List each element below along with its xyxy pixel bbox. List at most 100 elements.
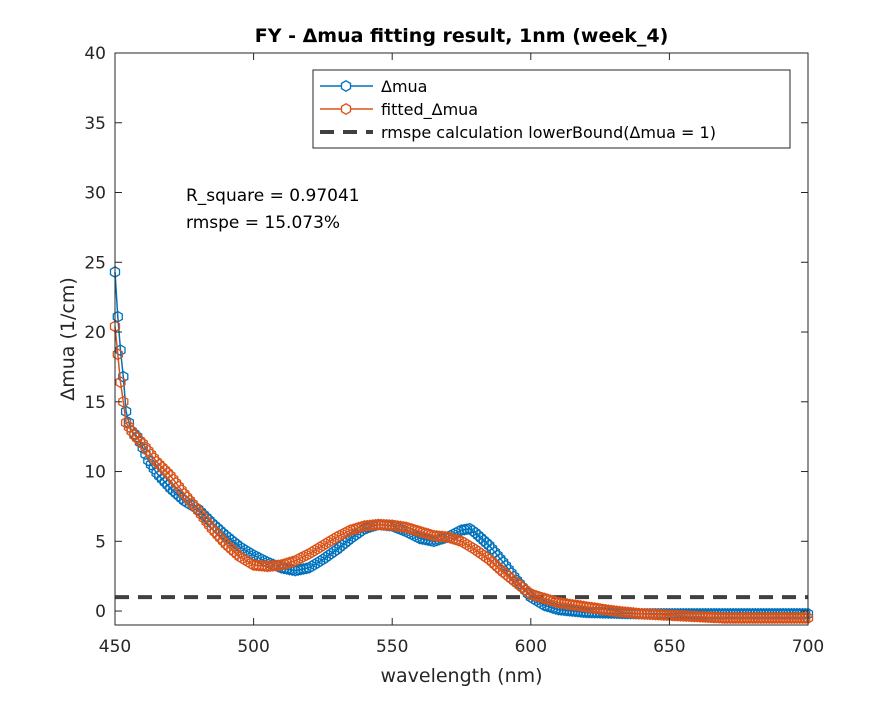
series-fitted-point — [176, 484, 187, 497]
series-mua-point — [800, 607, 811, 620]
y-tick-label: 25 — [84, 253, 106, 273]
series-mua-point — [511, 574, 523, 587]
series-fitted-point — [173, 480, 184, 493]
series-mua-point — [120, 405, 132, 418]
series-mua-point — [115, 344, 126, 357]
series-mua-point — [301, 562, 312, 575]
series-mua-point — [112, 310, 123, 323]
series-fitted-point — [223, 540, 234, 553]
series-mua-point — [295, 563, 306, 576]
series-fitted-point — [115, 376, 126, 389]
series-fitted-point — [337, 528, 348, 541]
series-fitted-point — [492, 561, 503, 573]
series-fitted-point — [201, 515, 212, 528]
y-tick-label: 15 — [84, 393, 106, 413]
series-mua-point — [193, 503, 204, 516]
series-mua-point — [162, 479, 173, 492]
series-fitted-point — [267, 559, 279, 572]
series-fitted-point — [184, 494, 195, 507]
series-fitted-point — [165, 469, 176, 482]
series-mua-point — [456, 524, 467, 537]
series-fitted-point — [567, 598, 578, 611]
series-fitted-point — [436, 530, 448, 543]
chart-title: FY - Δmua fitting result, 1nm (week_4) — [255, 25, 669, 47]
series-fitted-point — [198, 511, 209, 524]
series-fitted-point — [592, 602, 603, 615]
series-fitted-point — [229, 545, 240, 558]
series-fitted-point — [359, 519, 370, 532]
series-fitted-point — [206, 522, 218, 535]
series-fitted-point — [564, 598, 575, 611]
legend-marker — [340, 103, 352, 115]
series-fitted-point — [575, 600, 586, 612]
y-tick-label: 20 — [84, 323, 106, 343]
series-fitted-point — [162, 466, 173, 479]
x-axis-label: wavelength (nm) — [380, 665, 542, 687]
series-mua-point — [486, 542, 498, 555]
series-fitted-point — [217, 535, 229, 547]
series-fitted-point — [356, 520, 367, 533]
series-fitted-point — [181, 491, 193, 504]
y-tick-label: 0 — [95, 602, 106, 622]
series-fitted-point — [486, 555, 498, 568]
series-fitted-point — [295, 552, 306, 564]
series-fitted-point — [137, 437, 148, 450]
series-fitted-point — [351, 522, 362, 535]
series-mua-point — [484, 539, 495, 552]
series-mua-point — [154, 470, 165, 482]
series-mua-point — [470, 526, 481, 539]
series-fitted-point — [281, 557, 293, 570]
series-fitted-point — [126, 425, 137, 438]
series-fitted-point — [797, 612, 808, 624]
series-fitted-point — [392, 520, 403, 533]
legend-entry: fitted_Δmua — [320, 100, 478, 120]
series-fitted-point — [800, 612, 811, 624]
series-fitted-point — [154, 458, 165, 471]
series-fitted-point — [362, 519, 373, 532]
legend-box — [312, 69, 791, 149]
y-tick-label: 35 — [84, 114, 106, 134]
series-fitted-point — [425, 528, 437, 541]
series-fitted-point — [572, 599, 584, 612]
series-fitted-point — [339, 526, 351, 539]
axes-box — [114, 52, 809, 626]
series-fitted-point — [301, 549, 312, 562]
series-fitted-point — [395, 520, 406, 533]
r-square-annotation: R_square = 0.97041 — [186, 186, 360, 206]
series-fitted-point — [600, 603, 611, 616]
series-mua-point — [417, 533, 428, 546]
series-fitted-point — [276, 559, 287, 571]
x-tick-label: 650 — [653, 637, 685, 657]
series-fitted-point — [284, 556, 295, 569]
series-fitted-point — [345, 524, 356, 537]
series-mua-point — [292, 564, 304, 576]
series-fitted-point — [168, 473, 179, 486]
series-fitted-point — [273, 559, 284, 572]
series-mua-point — [478, 534, 489, 547]
series-mua-point — [337, 539, 348, 552]
series-fitted-point — [156, 461, 168, 474]
series-mua-point — [481, 537, 492, 549]
series-fitted-point — [439, 530, 451, 543]
x-tick-label: 450 — [99, 637, 131, 657]
x-tick-label: 600 — [515, 637, 547, 657]
series-fitted-point — [353, 521, 365, 534]
series-mua-point — [328, 545, 340, 558]
series-fitted-point — [556, 597, 567, 610]
series-mua-point — [331, 543, 342, 556]
series-fitted-point — [123, 420, 135, 433]
series-fitted-point — [170, 477, 182, 489]
data-layer — [109, 266, 814, 624]
y-axis-label: Δmua (1/cm) — [57, 277, 79, 401]
series-fitted-point — [159, 464, 171, 477]
y-tick-label: 10 — [84, 463, 106, 483]
series-mua-point — [156, 473, 168, 486]
series-fitted-point — [226, 543, 237, 556]
series-fitted-point — [569, 599, 581, 612]
legend-label: rmspe calculation lowerBound(Δmua = 1) — [381, 123, 716, 142]
series-fitted-point — [148, 452, 159, 465]
series-mua-point — [489, 546, 500, 559]
series-fitted-point — [326, 534, 337, 547]
